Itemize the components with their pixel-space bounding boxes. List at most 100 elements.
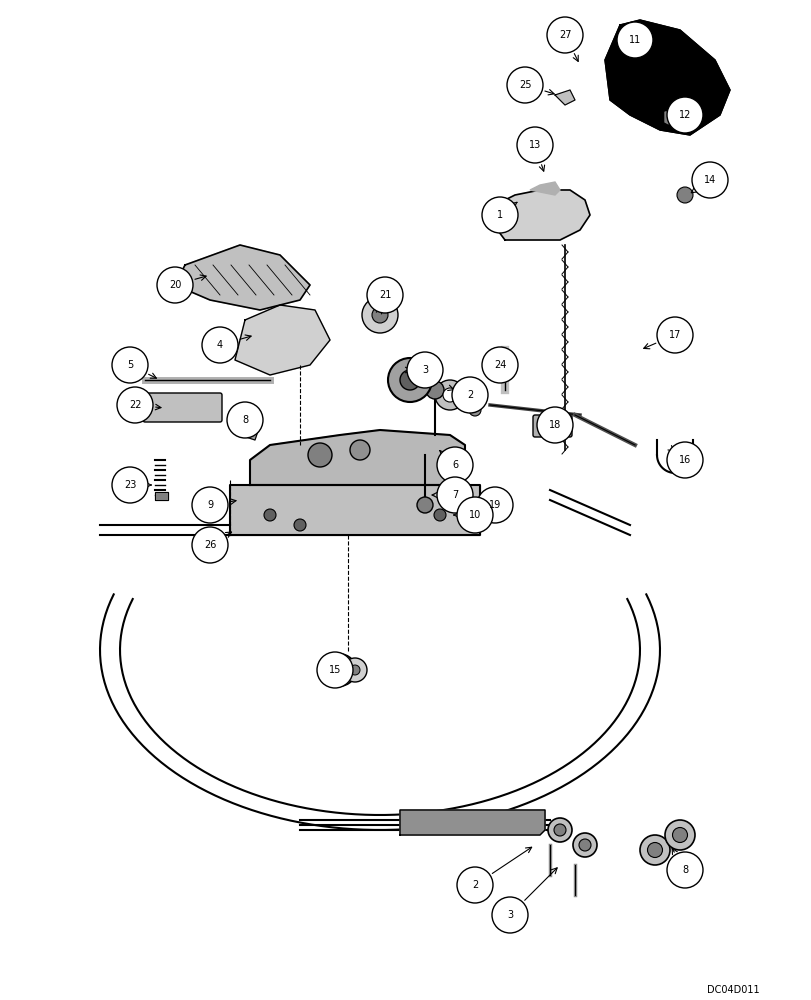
Circle shape (656, 317, 692, 353)
Text: 10: 10 (468, 510, 481, 520)
Circle shape (691, 162, 727, 198)
Circle shape (227, 402, 263, 438)
Polygon shape (554, 90, 574, 105)
FancyBboxPatch shape (532, 415, 571, 437)
Circle shape (457, 497, 492, 533)
Circle shape (469, 404, 480, 416)
Text: 15: 15 (328, 665, 341, 675)
Circle shape (316, 652, 353, 688)
Circle shape (436, 447, 473, 483)
Circle shape (157, 267, 193, 303)
Circle shape (666, 442, 702, 478)
Text: 16: 16 (678, 455, 690, 465)
Circle shape (294, 519, 306, 531)
Circle shape (482, 347, 517, 383)
Circle shape (639, 835, 669, 865)
Circle shape (672, 827, 687, 842)
Text: 27: 27 (558, 30, 571, 40)
Circle shape (517, 127, 552, 163)
Circle shape (536, 407, 573, 443)
Text: 17: 17 (668, 330, 680, 340)
Circle shape (482, 197, 517, 233)
Circle shape (362, 297, 397, 333)
FancyBboxPatch shape (143, 393, 221, 422)
Polygon shape (664, 112, 689, 130)
Text: 2: 2 (471, 880, 478, 890)
Circle shape (452, 377, 487, 413)
Circle shape (506, 67, 543, 103)
Text: 8: 8 (681, 865, 687, 875)
Text: 3: 3 (422, 365, 427, 375)
Circle shape (578, 839, 590, 851)
Text: 19: 19 (488, 500, 500, 510)
Text: 6: 6 (452, 460, 457, 470)
Circle shape (436, 477, 473, 513)
Text: 13: 13 (528, 140, 540, 150)
Circle shape (406, 352, 443, 388)
Circle shape (333, 663, 346, 677)
Circle shape (666, 852, 702, 888)
Text: 21: 21 (379, 290, 391, 300)
Circle shape (476, 487, 513, 523)
Circle shape (388, 358, 431, 402)
Circle shape (367, 277, 402, 313)
Polygon shape (234, 410, 260, 440)
Text: 7: 7 (451, 490, 457, 500)
Polygon shape (250, 430, 465, 485)
Text: 3: 3 (506, 910, 513, 920)
Polygon shape (489, 190, 590, 240)
Circle shape (202, 327, 238, 363)
Circle shape (117, 387, 152, 423)
Text: 9: 9 (207, 500, 212, 510)
Text: 22: 22 (129, 400, 141, 410)
Circle shape (435, 380, 465, 410)
Polygon shape (530, 182, 560, 195)
Text: 5: 5 (127, 360, 133, 370)
Circle shape (547, 17, 582, 53)
Polygon shape (230, 485, 479, 535)
Circle shape (547, 818, 571, 842)
Circle shape (350, 440, 370, 460)
Circle shape (443, 388, 457, 402)
Circle shape (264, 509, 276, 521)
Circle shape (458, 399, 470, 411)
Text: 2: 2 (466, 390, 473, 400)
Circle shape (676, 187, 692, 203)
Circle shape (350, 665, 359, 675)
Circle shape (616, 22, 652, 58)
Text: 26: 26 (204, 540, 216, 550)
Circle shape (426, 381, 444, 399)
Polygon shape (155, 492, 168, 500)
Circle shape (191, 527, 228, 563)
Text: 12: 12 (678, 110, 690, 120)
Text: 24: 24 (493, 360, 505, 370)
Circle shape (112, 467, 148, 503)
Text: 23: 23 (123, 480, 136, 490)
Circle shape (417, 497, 432, 513)
Text: 11: 11 (628, 35, 641, 45)
Text: 25: 25 (518, 80, 530, 90)
Text: 4: 4 (217, 340, 223, 350)
Polygon shape (604, 20, 729, 135)
Circle shape (371, 307, 388, 323)
Polygon shape (175, 245, 310, 310)
Text: DC04D011: DC04D011 (706, 985, 759, 995)
Circle shape (433, 509, 445, 521)
Text: 1: 1 (496, 210, 503, 220)
Circle shape (112, 347, 148, 383)
Text: 14: 14 (703, 175, 715, 185)
Text: 20: 20 (169, 280, 181, 290)
Circle shape (400, 370, 419, 390)
Text: 8: 8 (242, 415, 247, 425)
Circle shape (457, 867, 492, 903)
Polygon shape (400, 810, 544, 835)
Circle shape (191, 487, 228, 523)
Circle shape (553, 824, 565, 836)
Circle shape (664, 820, 694, 850)
Circle shape (324, 654, 355, 686)
Circle shape (491, 897, 527, 933)
Text: 18: 18 (548, 420, 560, 430)
Circle shape (307, 443, 332, 467)
Circle shape (573, 833, 596, 857)
Circle shape (666, 97, 702, 133)
